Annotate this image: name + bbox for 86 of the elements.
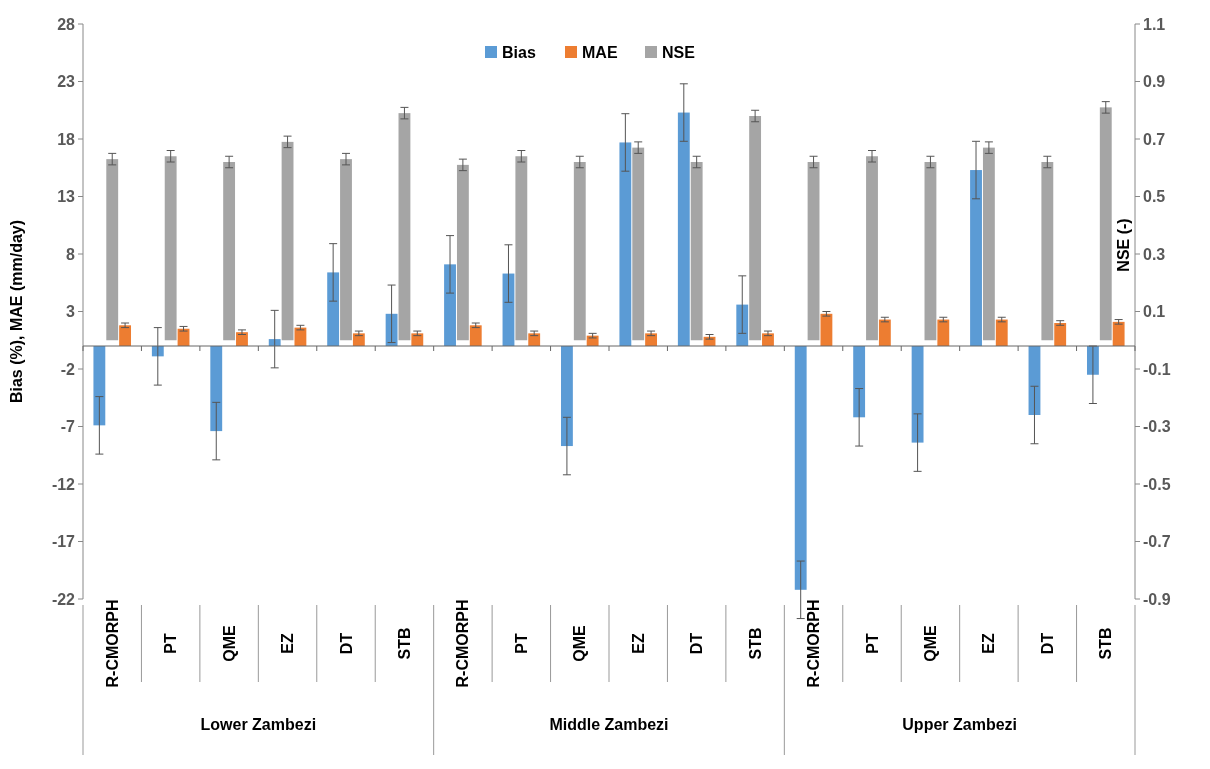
bar: [995, 319, 1008, 346]
x-tick-label: PT: [863, 633, 881, 654]
bar: [340, 159, 352, 341]
y-tick-label: -22: [51, 590, 76, 608]
bar: [456, 164, 469, 341]
y2-tick-label: 0.9: [1143, 73, 1166, 91]
y2-tick-label: -0.9: [1143, 590, 1171, 608]
bar: [762, 333, 774, 346]
bar: [119, 325, 132, 346]
x-tick-label: QME: [922, 624, 940, 662]
y-tick-label: 13: [57, 188, 76, 206]
bar: [911, 346, 924, 443]
text: Middle Zambezi: [549, 716, 669, 733]
bar: [223, 162, 236, 341]
bar: [352, 333, 365, 346]
y2-tick-label: 0.7: [1143, 130, 1166, 148]
text: Lower Zambezi: [200, 716, 317, 733]
y-tick-label: -12: [51, 475, 76, 493]
x-tick-label: R-CMORPH: [103, 599, 121, 688]
bar: [93, 346, 106, 426]
x-tick-label: DT: [688, 632, 706, 655]
x-tick-label: EZ: [980, 633, 998, 654]
y-tick-label: 3: [66, 303, 76, 321]
x-tick-label: R-CMORPH: [805, 599, 823, 688]
bar: [398, 113, 411, 341]
bar: [749, 116, 762, 341]
bar: [573, 162, 586, 341]
y2-tick-label: 0.3: [1143, 245, 1166, 263]
bar: [1099, 107, 1112, 341]
y-tick-label: 18: [57, 130, 76, 148]
bar: [1041, 162, 1054, 341]
bar: [411, 333, 424, 346]
bar: [820, 313, 833, 346]
bar: [281, 141, 294, 341]
y-tick-label: 23: [57, 73, 76, 91]
x-tick-label: STB: [396, 627, 414, 660]
bar: [1028, 346, 1041, 415]
x-tick-label: PT: [162, 633, 180, 654]
bar: [164, 156, 177, 341]
x-tick-label: STB: [1097, 627, 1115, 660]
legend-label: Bias: [502, 43, 536, 61]
y-axis-title: Bias (%), MAE (mm/day): [8, 219, 25, 404]
y2-axis-title: NSE (-): [1115, 218, 1132, 272]
x-tick-label: DT: [1038, 632, 1056, 655]
bar: [878, 319, 891, 346]
x-tick-label: STB: [746, 627, 764, 660]
text: Upper Zambezi: [902, 716, 1018, 733]
bar: [236, 332, 248, 346]
bar: [794, 346, 807, 590]
bar: [469, 325, 482, 346]
x-tick-label: QME: [571, 624, 589, 662]
y2-tick-label: 0.1: [1143, 303, 1166, 321]
bar: [528, 333, 541, 346]
bar: [853, 346, 866, 418]
bar: [645, 333, 658, 346]
bar: [1054, 323, 1067, 346]
x-tick-label: EZ: [279, 633, 297, 654]
x-tick-label: PT: [512, 633, 530, 654]
legend-label: MAE: [582, 43, 618, 61]
x-tick-label: EZ: [629, 633, 647, 654]
y2-tick-label: -0.7: [1143, 533, 1171, 551]
y2-tick-label: 0.5: [1143, 188, 1166, 206]
y2-tick-label: -0.3: [1143, 418, 1171, 436]
y2-tick-label: -0.1: [1143, 360, 1171, 378]
bar: [736, 304, 749, 346]
bar: [924, 162, 937, 341]
bar: [515, 156, 528, 341]
bar: [937, 319, 950, 346]
y-tick-label: 28: [57, 15, 76, 33]
bar: [106, 159, 119, 341]
x-tick-label: DT: [337, 632, 355, 655]
x-tick-label: QME: [220, 624, 238, 662]
x-tick-label: R-CMORPH: [454, 599, 472, 688]
y2-tick-label: 1.1: [1143, 15, 1166, 33]
y-tick-label: -2: [60, 360, 76, 378]
y-tick-label: -17: [51, 533, 76, 551]
bar: [560, 346, 573, 447]
bar: [866, 156, 878, 341]
bar: [385, 313, 398, 346]
legend-label: NSE: [662, 43, 696, 61]
bar: [1112, 321, 1125, 346]
bar: [807, 162, 820, 341]
bar: [210, 346, 223, 432]
y-tick-label: -7: [60, 418, 76, 436]
y2-tick-label: -0.5: [1143, 475, 1171, 493]
y-tick-label: 8: [66, 245, 76, 263]
